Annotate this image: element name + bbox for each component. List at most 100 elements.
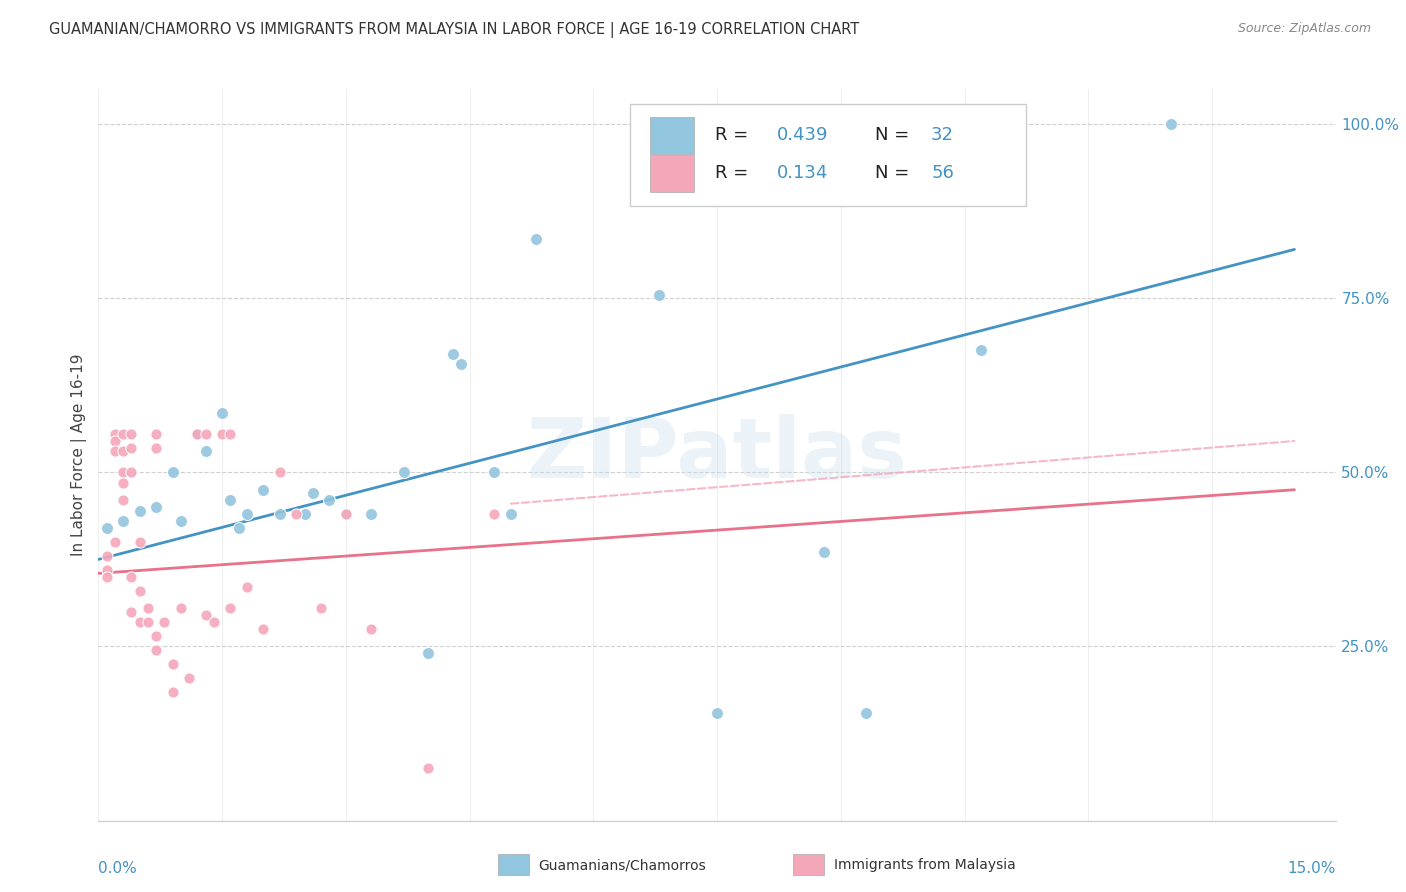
Point xyxy=(112,427,135,442)
Point xyxy=(219,493,242,508)
Text: Source: ZipAtlas.com: Source: ZipAtlas.com xyxy=(1237,22,1371,36)
Point xyxy=(112,444,135,458)
Point xyxy=(186,427,208,442)
Point xyxy=(145,629,167,643)
Point xyxy=(120,427,142,442)
Text: 0.0%: 0.0% xyxy=(98,861,138,876)
Point xyxy=(269,507,291,521)
Point xyxy=(269,466,291,480)
Point xyxy=(96,563,118,577)
Text: R =: R = xyxy=(714,164,754,182)
Text: Guamanians/Chamorros: Guamanians/Chamorros xyxy=(538,858,706,872)
Point xyxy=(128,503,150,517)
Point xyxy=(302,486,325,500)
Point xyxy=(855,706,877,720)
Point xyxy=(236,507,259,521)
Point xyxy=(648,287,671,301)
Point xyxy=(120,466,142,480)
Point xyxy=(970,343,993,358)
Point xyxy=(360,507,382,521)
Point xyxy=(294,507,316,521)
Point xyxy=(170,514,193,528)
Point xyxy=(441,347,464,361)
Text: 0.134: 0.134 xyxy=(776,164,828,182)
Point xyxy=(194,608,217,623)
Point xyxy=(120,605,142,619)
Point xyxy=(112,475,135,490)
Text: N =: N = xyxy=(876,127,915,145)
Point xyxy=(96,521,118,535)
Point xyxy=(813,545,835,559)
Point xyxy=(285,507,308,521)
Text: R =: R = xyxy=(714,127,754,145)
Point xyxy=(104,434,127,448)
Point xyxy=(252,622,274,636)
FancyBboxPatch shape xyxy=(650,117,693,153)
Point xyxy=(96,549,118,563)
Point xyxy=(128,583,150,598)
Point xyxy=(170,601,193,615)
Point xyxy=(179,671,201,685)
Point xyxy=(211,406,233,420)
Point xyxy=(145,500,167,515)
Point xyxy=(202,615,225,629)
Point xyxy=(484,466,506,480)
Point xyxy=(228,521,250,535)
Text: GUAMANIAN/CHAMORRO VS IMMIGRANTS FROM MALAYSIA IN LABOR FORCE | AGE 16-19 CORREL: GUAMANIAN/CHAMORRO VS IMMIGRANTS FROM MA… xyxy=(49,22,859,38)
Point xyxy=(252,483,274,497)
Point xyxy=(219,427,242,442)
Point xyxy=(153,615,176,629)
Point xyxy=(128,535,150,549)
Point xyxy=(360,622,382,636)
Point xyxy=(912,135,935,149)
Point xyxy=(128,615,150,629)
Point xyxy=(136,601,159,615)
Text: 0.439: 0.439 xyxy=(776,127,828,145)
Point xyxy=(392,466,415,480)
Point xyxy=(145,427,167,442)
Point xyxy=(112,466,135,480)
Point xyxy=(186,427,208,442)
Point xyxy=(219,601,242,615)
Point xyxy=(418,647,440,661)
Point xyxy=(450,357,472,371)
Point xyxy=(136,615,159,629)
Text: 32: 32 xyxy=(931,127,955,145)
Point xyxy=(706,706,728,720)
Point xyxy=(120,441,142,455)
Point xyxy=(145,643,167,657)
Y-axis label: In Labor Force | Age 16-19: In Labor Force | Age 16-19 xyxy=(72,353,87,557)
Point xyxy=(936,117,959,131)
Text: 56: 56 xyxy=(931,164,955,182)
Text: N =: N = xyxy=(876,164,915,182)
Text: Immigrants from Malaysia: Immigrants from Malaysia xyxy=(834,858,1015,872)
FancyBboxPatch shape xyxy=(650,155,693,192)
Point xyxy=(162,657,184,671)
Point xyxy=(104,427,127,442)
Point xyxy=(104,535,127,549)
Point xyxy=(162,685,184,699)
Text: 15.0%: 15.0% xyxy=(1288,861,1336,876)
Point xyxy=(96,570,118,584)
Point xyxy=(524,232,547,246)
Point xyxy=(194,427,217,442)
Point xyxy=(104,444,127,458)
Point xyxy=(194,444,217,458)
Point xyxy=(145,441,167,455)
Point xyxy=(162,466,184,480)
Point xyxy=(236,580,259,594)
FancyBboxPatch shape xyxy=(630,103,1026,206)
Point xyxy=(499,507,522,521)
Point xyxy=(418,761,440,775)
Text: ZIPatlas: ZIPatlas xyxy=(527,415,907,495)
Point xyxy=(309,601,332,615)
Point xyxy=(112,514,135,528)
Point xyxy=(484,507,506,521)
Point xyxy=(120,570,142,584)
Point xyxy=(335,507,357,521)
Point xyxy=(1160,117,1182,131)
Point xyxy=(318,493,340,508)
Point xyxy=(211,427,233,442)
Point xyxy=(335,507,357,521)
Point xyxy=(112,493,135,508)
